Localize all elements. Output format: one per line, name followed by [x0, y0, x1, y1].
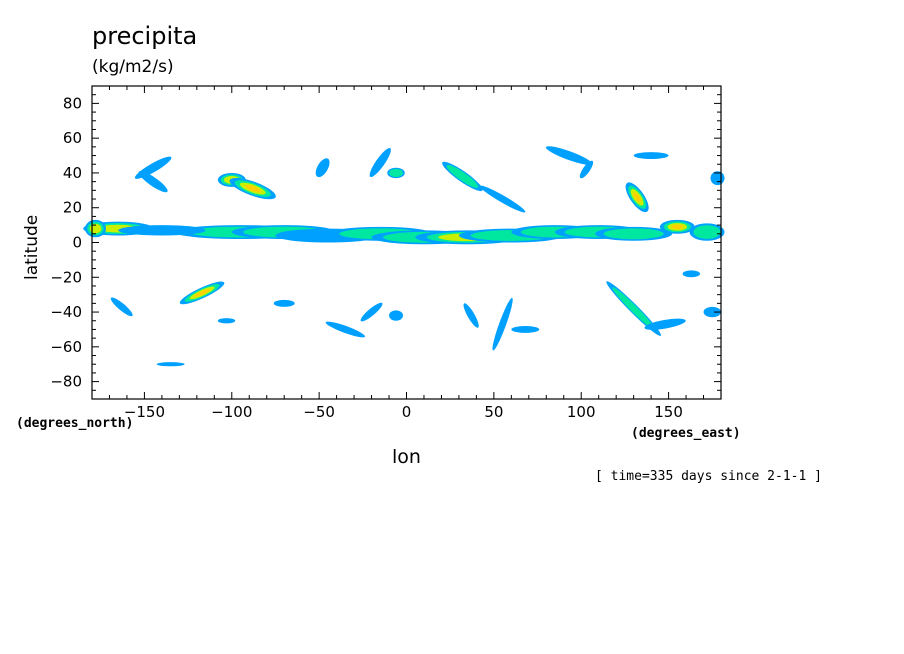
- precip-contour: [633, 152, 669, 160]
- x-tick-label: −50: [303, 403, 335, 421]
- x-axis-label: lon: [392, 446, 421, 468]
- x-tick-label: 100: [567, 403, 596, 421]
- precip-contour: [389, 310, 404, 321]
- precip-contour: [273, 299, 295, 307]
- precip-contour: [463, 303, 479, 328]
- precip-contour: [389, 168, 403, 178]
- precip-contour: [603, 228, 664, 240]
- y-tick-label: −60: [50, 338, 82, 356]
- precip-contour: [156, 362, 185, 367]
- y-tick-label: −20: [50, 268, 82, 286]
- precip-contour: [194, 289, 210, 297]
- y-axis-units: (degrees_north): [16, 416, 134, 431]
- precip-contour: [369, 147, 391, 178]
- precip-contour: [244, 184, 261, 193]
- y-tick-label: −40: [50, 303, 82, 321]
- precip-contour: [315, 158, 330, 178]
- precip-contour: [325, 321, 366, 338]
- precip-contour: [118, 225, 206, 236]
- precip-contour: [360, 302, 383, 322]
- precip-contour: [693, 225, 721, 239]
- chart-units: (kg/m2/s): [92, 57, 174, 77]
- chart-title: precipita: [92, 22, 198, 50]
- precip-contour: [545, 146, 593, 165]
- y-tick-label: 60: [63, 129, 82, 147]
- precip-contour: [110, 297, 133, 317]
- precip-contour: [579, 160, 594, 179]
- time-annotation: [ time=335 days since 2-1-1 ]: [595, 469, 822, 484]
- precip-contour: [511, 325, 540, 333]
- y-tick-label: 40: [63, 164, 82, 182]
- x-tick-label: 0: [402, 403, 412, 421]
- y-tick-label: 0: [72, 234, 82, 252]
- y-tick-label: −80: [50, 373, 82, 391]
- precip-contour: [644, 318, 686, 330]
- precip-contour: [703, 306, 722, 318]
- precip-contour: [479, 185, 526, 213]
- precip-contour: [217, 318, 236, 324]
- y-tick-label: 20: [63, 199, 82, 217]
- x-tick-label: −100: [211, 403, 252, 421]
- precip-contour: [446, 164, 479, 188]
- precip-contour: [633, 192, 642, 203]
- precip-contour: [492, 297, 513, 351]
- precip-contour: [612, 287, 655, 330]
- y-tick-label: 80: [63, 94, 82, 112]
- x-tick-label: 150: [654, 403, 683, 421]
- precip-contour: [682, 270, 701, 278]
- x-axis-units: (degrees_east): [631, 426, 741, 441]
- axis-ticks: −150 −100 −50 0 50 100 150 −80 −60 −40 −20 0 20 40 60 8…: [50, 86, 721, 421]
- x-tick-label: −150: [124, 403, 165, 421]
- precip-contour: [138, 171, 168, 193]
- x-tick-label: 50: [484, 403, 503, 421]
- precip-contour: [671, 224, 684, 230]
- precipitation-contours: [83, 146, 725, 367]
